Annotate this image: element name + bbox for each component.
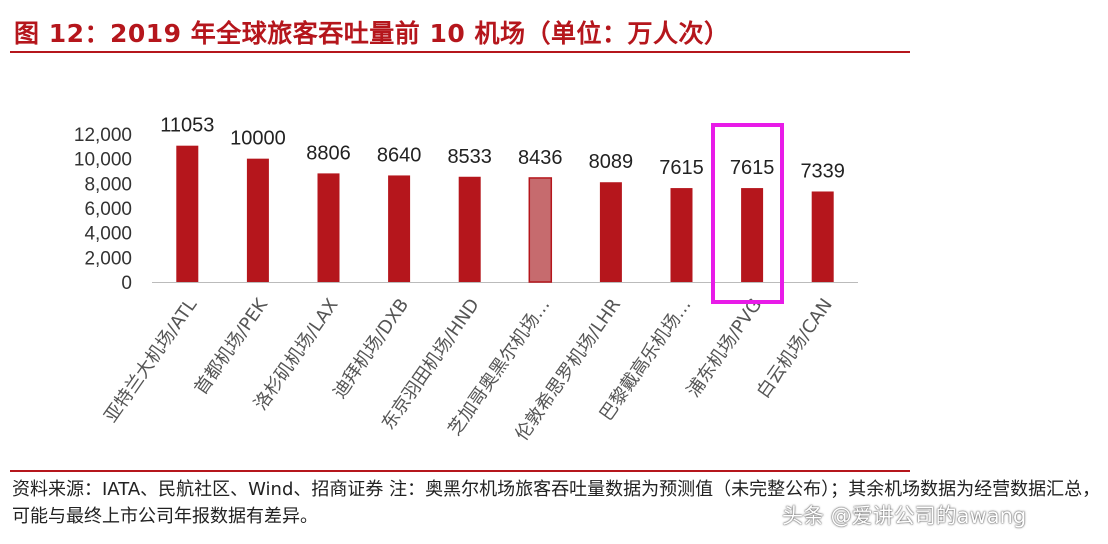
bar <box>246 158 269 282</box>
bar <box>458 176 481 282</box>
data-label: 8089 <box>589 151 634 173</box>
data-label: 7339 <box>800 160 845 182</box>
y-tick-label: 12,000 <box>74 125 132 146</box>
y-tick-label: 8,000 <box>84 174 132 195</box>
y-tick-label: 2,000 <box>84 248 132 269</box>
x-tick-label: 首都机场/PEK <box>190 294 272 399</box>
data-label: 7615 <box>730 157 775 179</box>
y-tick-label: 0 <box>121 273 132 294</box>
y-tick-label: 6,000 <box>84 199 132 220</box>
bar <box>528 177 553 283</box>
highlight-box <box>711 123 784 304</box>
bar <box>317 173 340 282</box>
page-title: 图 12：2019 年全球旅客吞吐量前 10 机场（单位：万人次） <box>14 19 730 48</box>
data-label: 7615 <box>659 157 704 179</box>
x-tick-label: 亚特兰大机场/ATL <box>100 295 201 427</box>
x-tick-label: 迪拜机场/DXB <box>329 295 413 403</box>
data-label: 10000 <box>230 128 286 150</box>
footnote-rule <box>10 470 910 472</box>
x-tick-label: 浦东机场/PVG <box>683 295 766 401</box>
bar <box>741 188 764 282</box>
bars <box>176 145 834 283</box>
title-rule <box>10 51 910 53</box>
y-axis: 0 2,000 4,000 6,000 8,000 10,000 12,000 <box>74 125 858 294</box>
x-tick-label: 白云机场/CAN <box>753 295 837 402</box>
data-label: 8640 <box>377 144 422 166</box>
x-axis-labels: 亚特兰大机场/ATL首都机场/PEK洛杉矶机场/LAX迪拜机场/DXB东京羽田机… <box>100 294 836 445</box>
bar <box>599 182 622 282</box>
data-label: 11053 <box>160 115 214 137</box>
source-footnote: 资料来源：IATA、民航社区、Wind、招商证券 注：奥黑尔机场旅客吞吐量数据为… <box>12 479 1101 527</box>
data-label: 8806 <box>306 142 351 164</box>
data-label: 8436 <box>518 147 563 169</box>
data-labels: 11053 10000 8806 8640 8533 8436 8089 7615 7615 73… <box>160 115 845 183</box>
y-tick-label: 4,000 <box>84 224 132 245</box>
y-tick-label: 10,000 <box>74 150 132 171</box>
data-label: 8533 <box>447 146 492 168</box>
bar <box>811 191 834 282</box>
bar <box>176 145 199 282</box>
watermark: 头条 @爱讲公司的awang <box>782 504 1027 528</box>
bar <box>388 175 411 282</box>
bar <box>670 188 693 282</box>
